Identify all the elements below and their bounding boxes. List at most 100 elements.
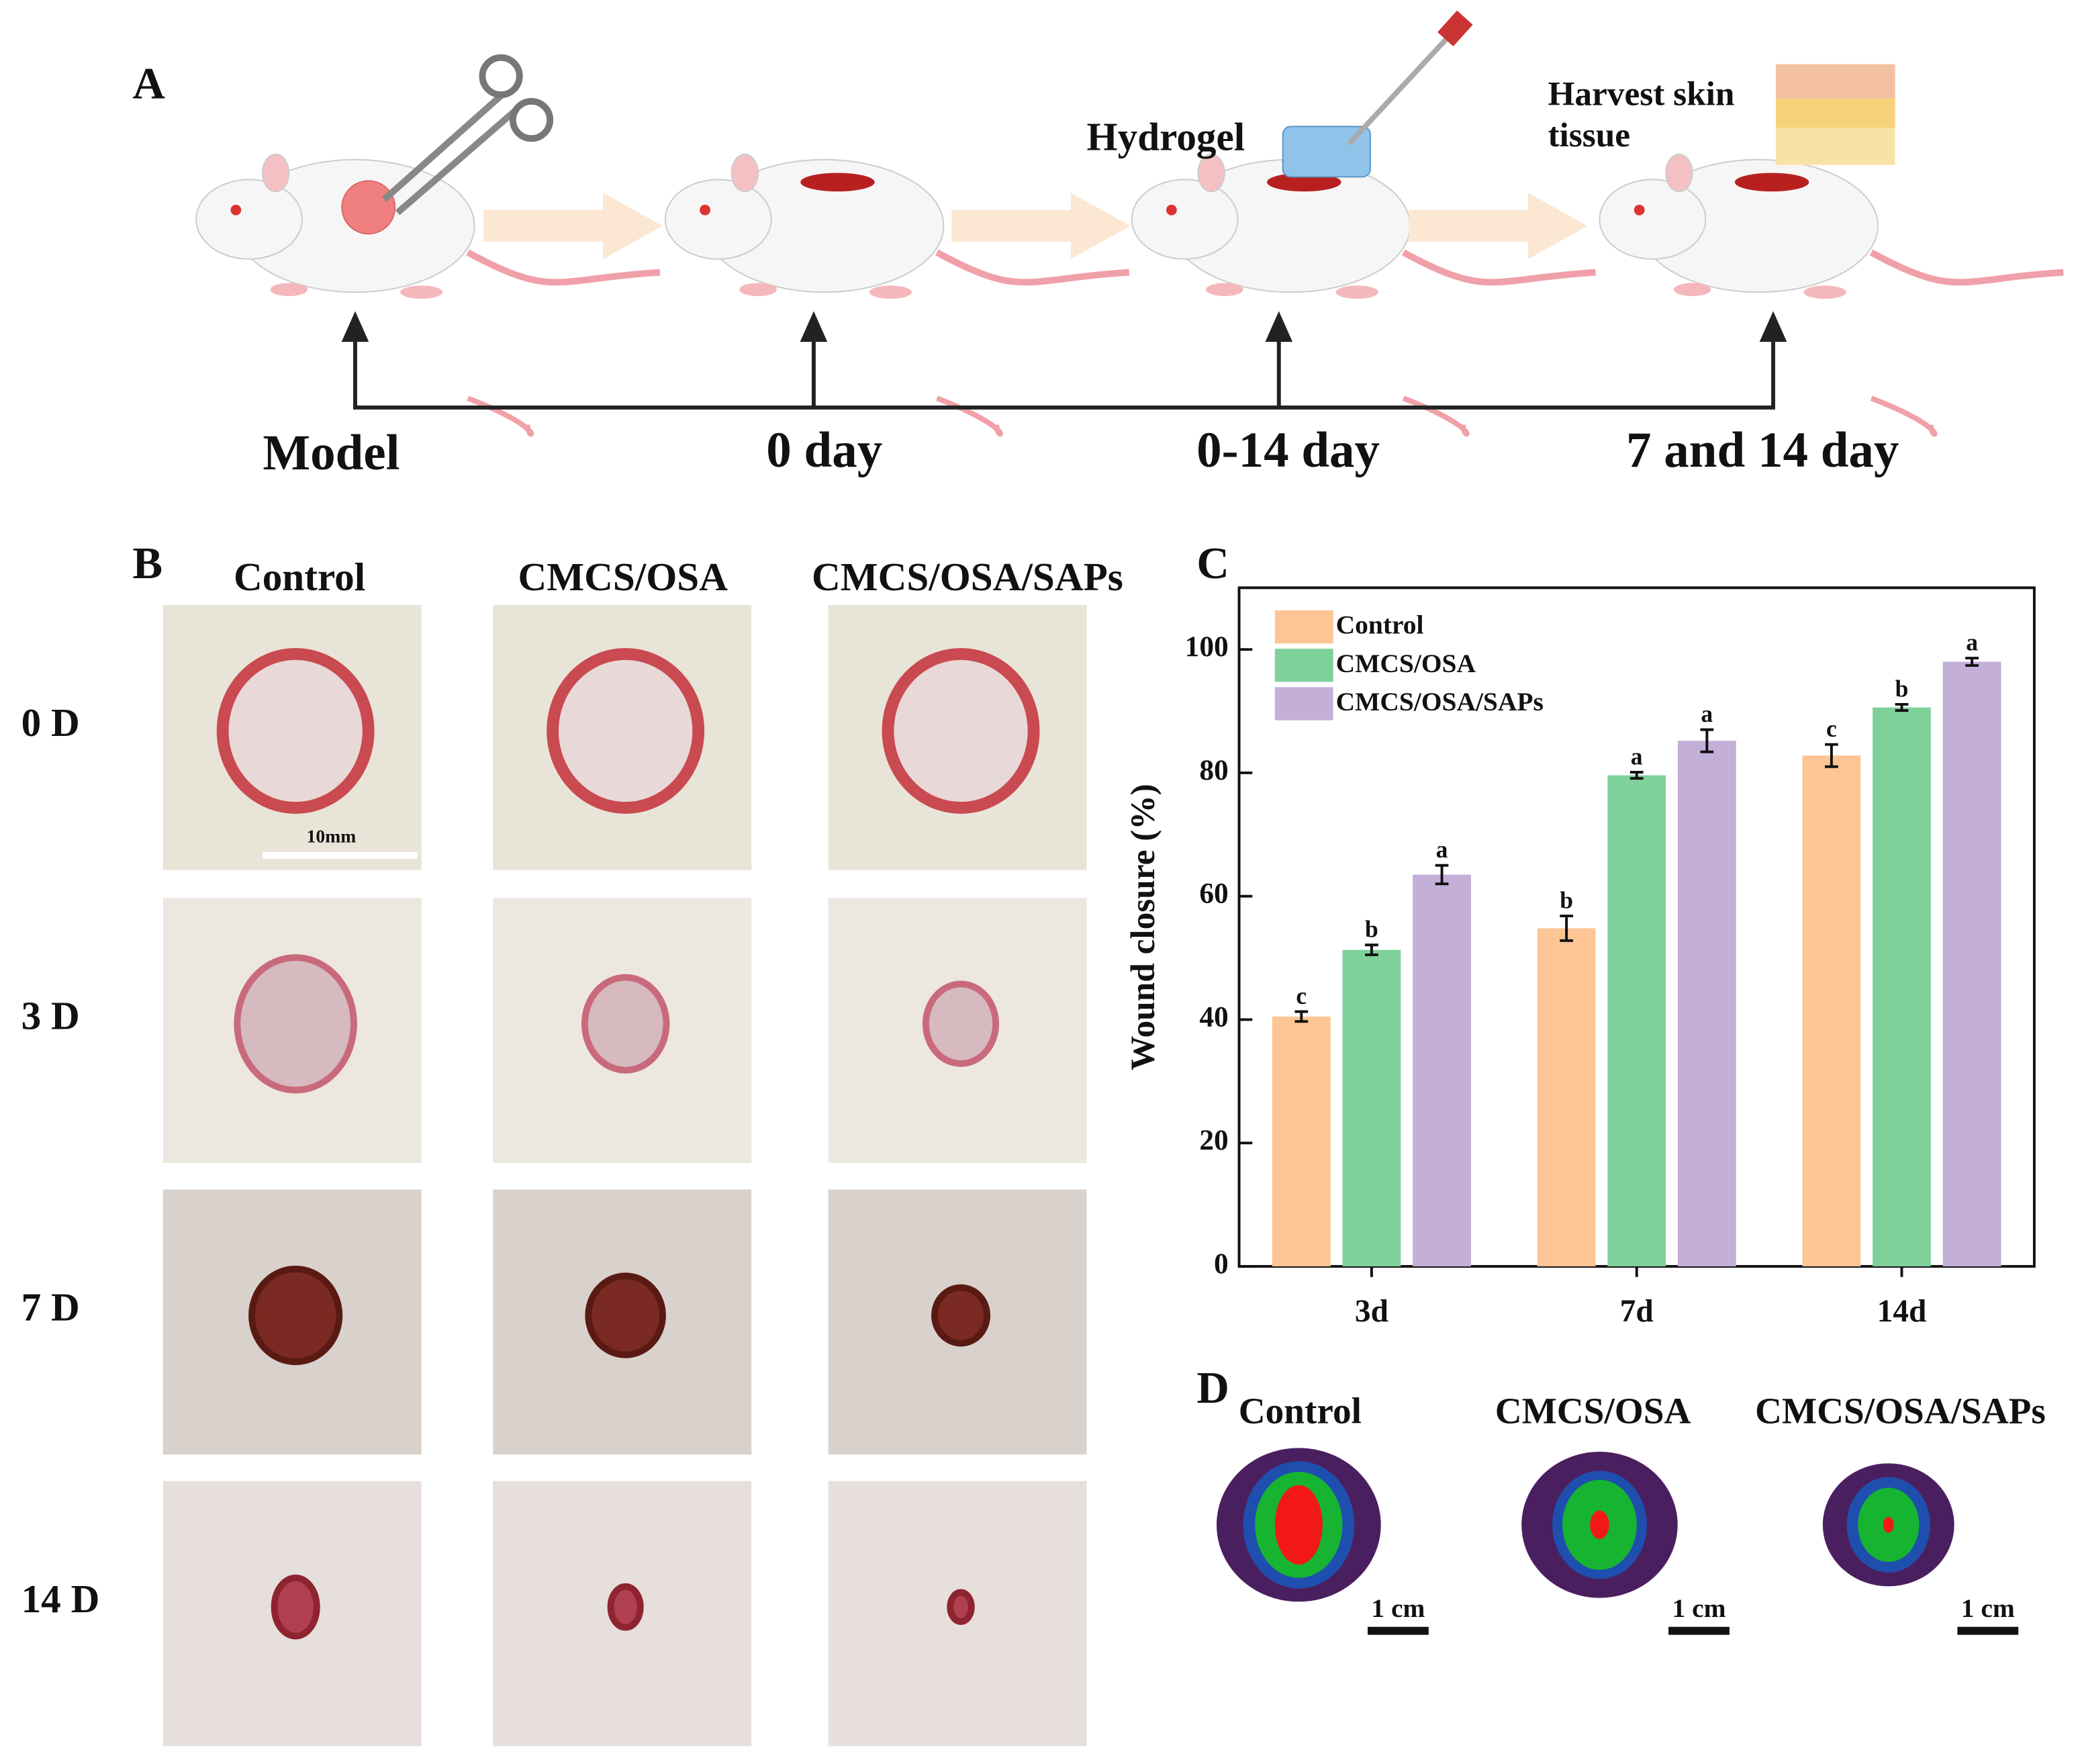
error-bar <box>1365 943 1378 956</box>
error-bar <box>1895 702 1909 712</box>
y-tick-label: 60 <box>1199 878 1228 910</box>
bar <box>1873 707 1931 1266</box>
y-tick-label: 100 <box>1185 631 1229 663</box>
row-label: 3 D <box>21 993 80 1037</box>
wound <box>581 974 670 1074</box>
legend-swatch <box>1274 610 1333 644</box>
significance-label: a <box>1701 700 1713 727</box>
closure-region <box>1883 1516 1894 1533</box>
hydrogel-label: Hydrogel <box>1087 115 1245 159</box>
process-arrows <box>483 193 1588 259</box>
wound <box>607 1583 644 1631</box>
hydrogel-dish <box>1282 126 1371 178</box>
legend-label: CMCS/OSA/SAPs <box>1336 687 1544 716</box>
closure-region <box>1590 1510 1609 1540</box>
significance-label: c <box>1296 982 1307 1009</box>
error-bar <box>1560 915 1573 942</box>
panel-c: 0 20 40 60 80 100 Wound closure (%) 3d c b a 7d b a a 1… <box>1124 586 2036 1329</box>
process-arrow <box>483 193 663 259</box>
error-bar <box>1435 864 1449 886</box>
y-tick-label: 20 <box>1199 1124 1228 1156</box>
error-bar <box>1294 1010 1309 1023</box>
wound <box>947 1589 975 1625</box>
closure-region <box>1274 1485 1323 1565</box>
panel-d: Control 1 cm CMCS/OSA 1 cm CMCS/OSA/SAPs 1 cm <box>1216 1391 2046 1635</box>
wound <box>800 173 875 192</box>
wound <box>1734 173 1809 192</box>
wound <box>882 648 1040 814</box>
skin-layer <box>1775 98 1895 128</box>
x-tick-label: 7d <box>1620 1294 1654 1329</box>
skin-layer <box>1775 128 1895 165</box>
wound <box>248 1265 343 1365</box>
legend-label: CMCS/OSA <box>1336 649 1476 678</box>
wound <box>585 1272 666 1358</box>
skin-layer <box>1775 64 1895 99</box>
error-bar <box>1630 771 1644 780</box>
step-label: 0 day <box>766 422 882 478</box>
wound <box>922 980 1000 1067</box>
bar <box>1272 1016 1331 1266</box>
column-header: CMCS/OSA <box>518 555 728 599</box>
step-label: 7 and 14 day <box>1626 422 1899 478</box>
mouse <box>1599 154 2063 434</box>
significance-label: a <box>1436 836 1448 863</box>
error-bar <box>1700 728 1714 753</box>
scissors <box>382 91 520 216</box>
panel-label: B <box>132 538 162 588</box>
significance-label: a <box>1631 743 1643 770</box>
significance-label: b <box>1365 916 1378 943</box>
bar <box>1537 928 1596 1266</box>
column-header: CMCS/OSA/SAPs <box>812 555 1123 599</box>
group-label: CMCS/OSA/SAPs <box>1755 1391 2046 1432</box>
row-label: 7 D <box>21 1285 80 1330</box>
dropper <box>1347 32 1454 146</box>
legend-swatch <box>1274 687 1333 721</box>
row-label: 0 D <box>21 700 80 745</box>
panel-label: A <box>132 58 164 109</box>
bar <box>1607 775 1666 1266</box>
significance-label: b <box>1895 675 1909 702</box>
bar <box>1342 949 1401 1266</box>
scale-bar-label: 1 cm <box>1961 1593 2015 1623</box>
wound <box>216 648 375 814</box>
x-tick-label: 14d <box>1877 1294 1927 1329</box>
wound <box>234 954 357 1094</box>
panel-label: C <box>1196 538 1229 588</box>
process-arrow <box>951 193 1131 259</box>
scissors <box>509 97 554 142</box>
panel-b: Control CMCS/OSA CMCS/OSA/SAPs 0 D 3 D 7 D 14 … <box>21 555 1123 1747</box>
mouse <box>665 154 1129 434</box>
panel-label: D <box>1196 1362 1229 1413</box>
bar <box>1942 661 2001 1266</box>
wound-mark <box>341 180 396 235</box>
error-bar <box>1965 657 1979 667</box>
column-header: Control <box>234 555 365 599</box>
y-tick-label: 40 <box>1199 1001 1228 1033</box>
wound <box>931 1284 991 1347</box>
scissors <box>479 54 523 98</box>
bar <box>1677 741 1736 1266</box>
y-axis-label: Wound closure (%) <box>1124 784 1162 1070</box>
group-label: Control <box>1239 1391 1362 1432</box>
process-arrow <box>1409 193 1588 259</box>
significance-label: c <box>1826 715 1837 742</box>
timeline-arrowheads <box>341 311 1787 342</box>
step-label: 0-14 day <box>1196 422 1380 478</box>
mouse <box>1132 154 1596 434</box>
bar <box>1413 874 1471 1266</box>
row-label: 14 D <box>21 1577 100 1621</box>
scale-bar-label: 10mm <box>307 826 357 847</box>
group-label: CMCS/OSA <box>1495 1391 1691 1432</box>
significance-label: a <box>1966 629 1978 655</box>
harvest-label: Harvest skin <box>1548 75 1734 113</box>
wound <box>547 648 705 814</box>
wound <box>271 1574 320 1640</box>
y-tick-label: 0 <box>1214 1248 1229 1280</box>
timeline-line <box>353 338 1775 410</box>
harvest-label: tissue <box>1548 116 1630 154</box>
bar <box>1802 755 1861 1266</box>
legend-label: Control <box>1336 610 1424 640</box>
